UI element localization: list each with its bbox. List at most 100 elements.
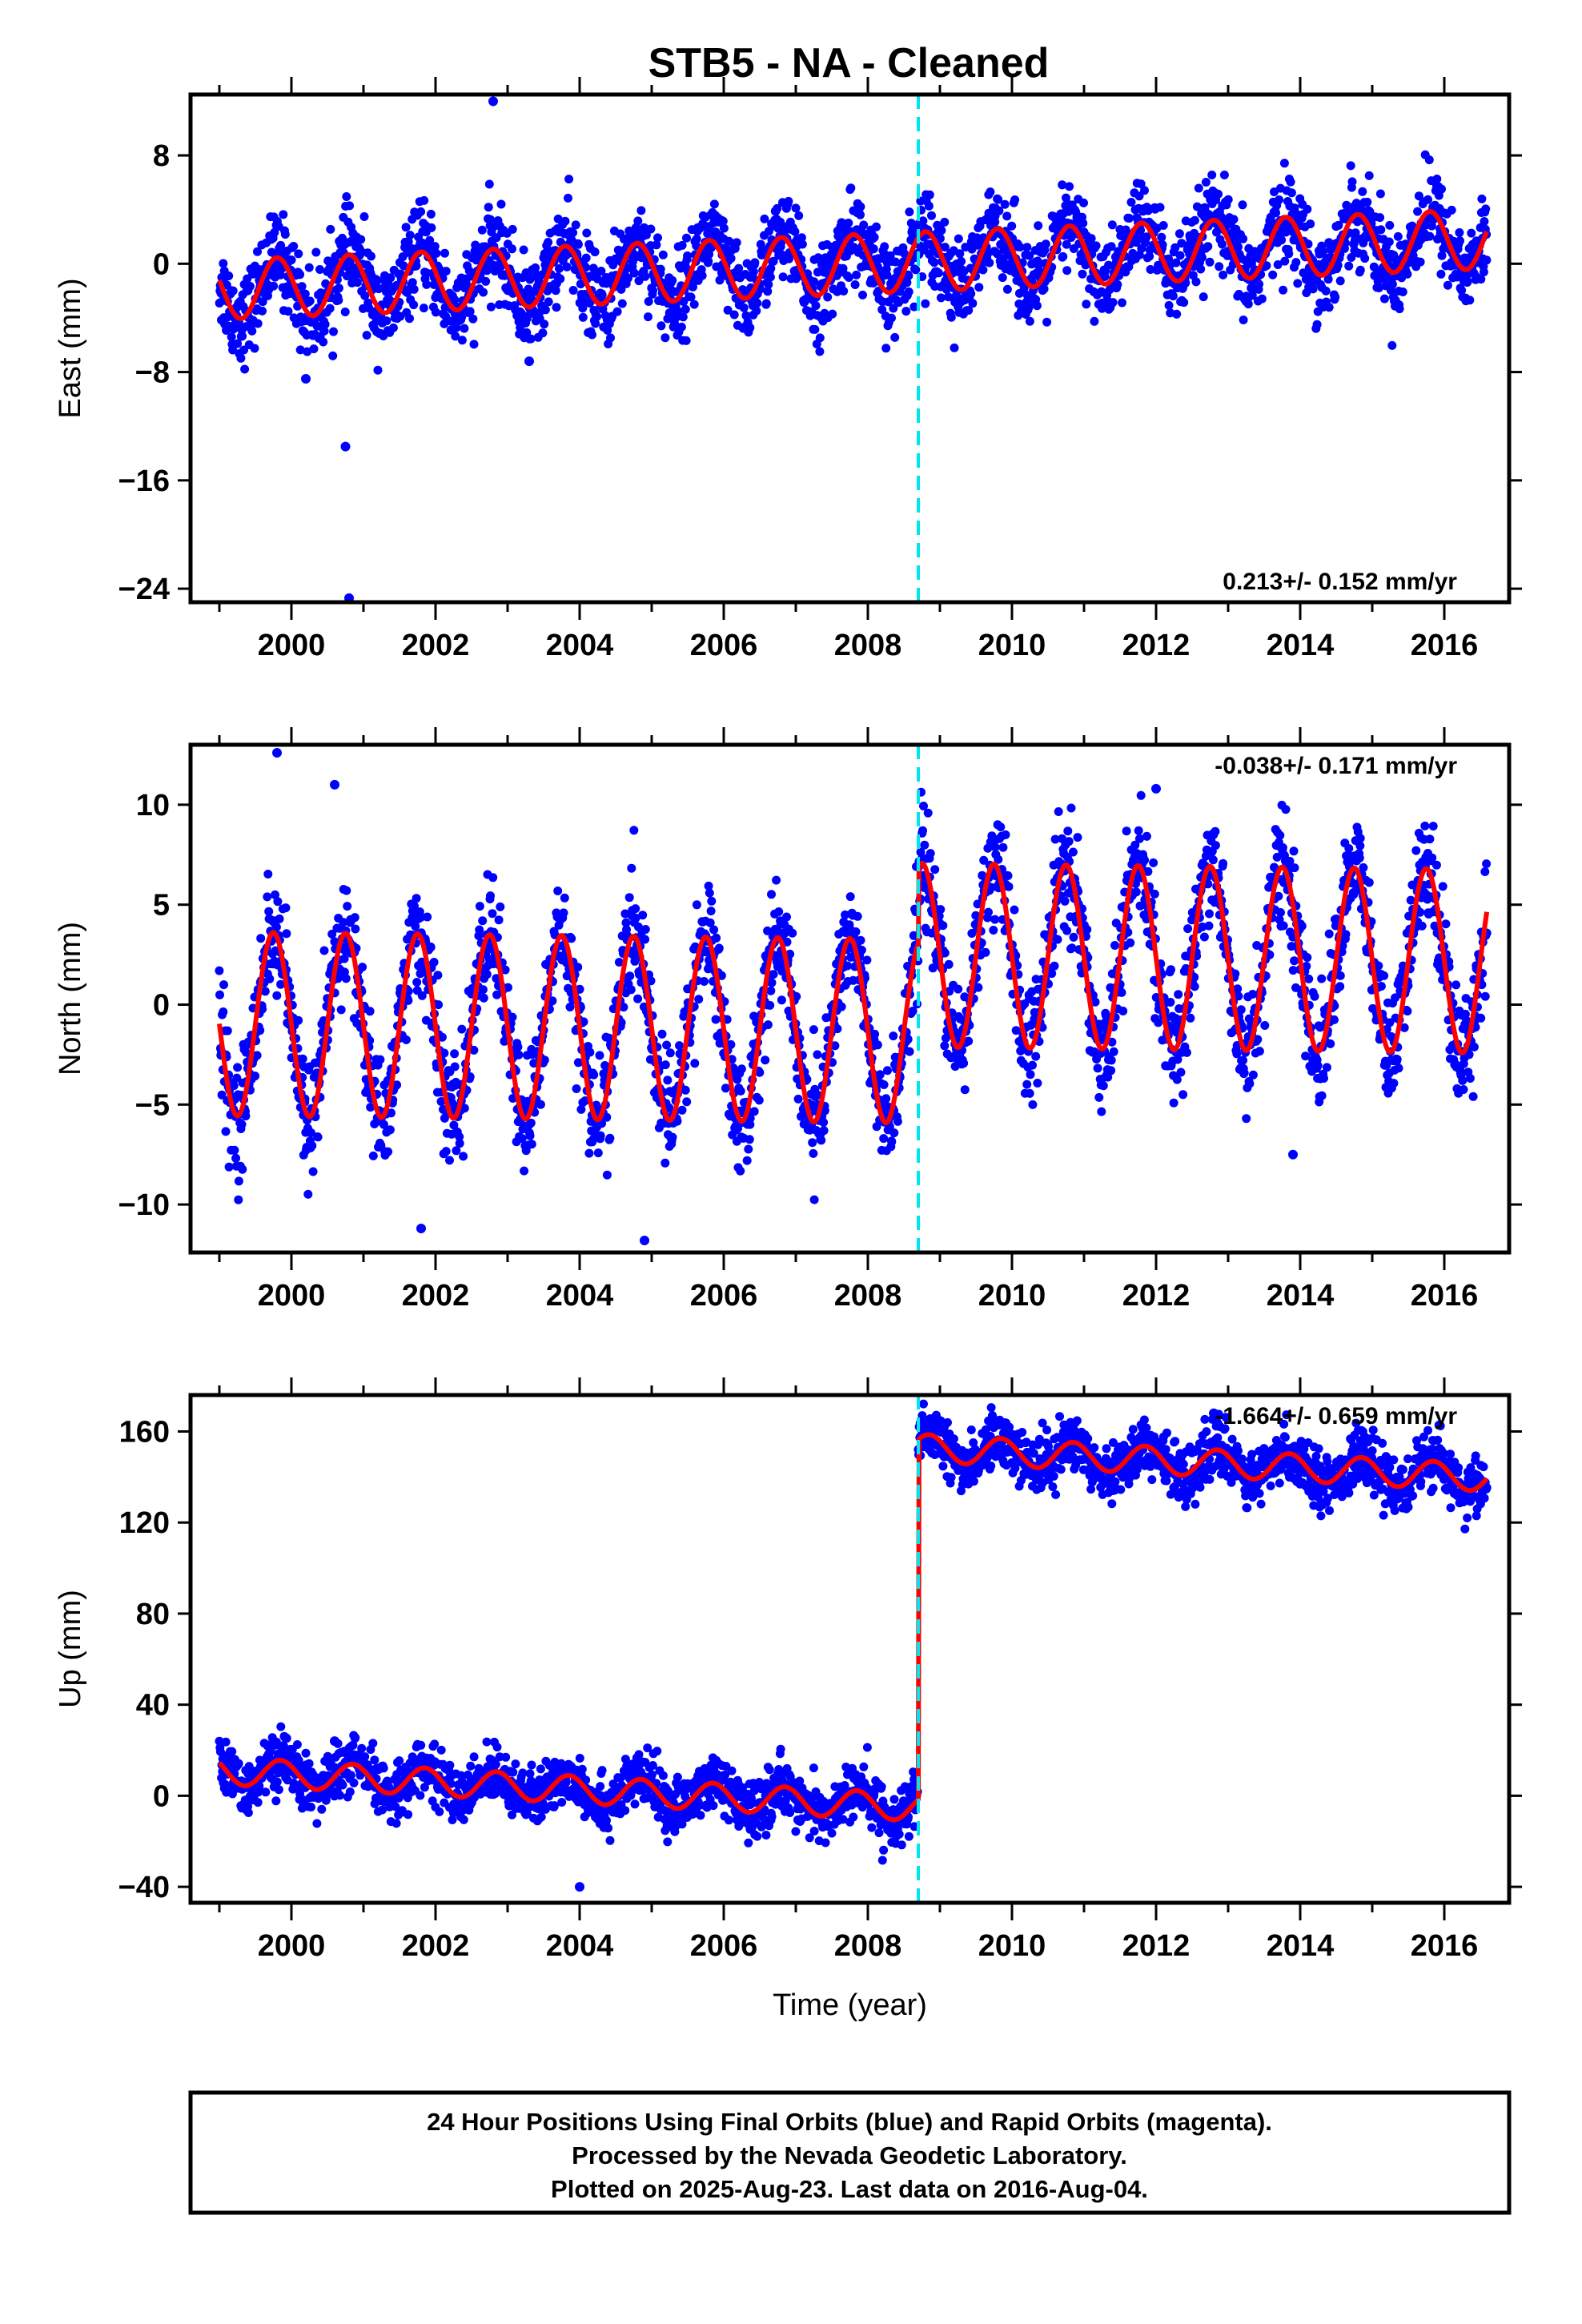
data-point [1146, 265, 1155, 274]
data-point [1158, 221, 1168, 230]
data-point [754, 1096, 764, 1105]
data-point [1106, 1055, 1116, 1065]
data-point [385, 1125, 395, 1135]
data-point [1104, 260, 1114, 270]
data-point [1140, 855, 1150, 865]
data-point [452, 323, 461, 332]
data-point [416, 913, 426, 922]
data-point [870, 1029, 880, 1039]
data-point [1436, 269, 1446, 279]
data-point [990, 915, 1000, 924]
data-point [1277, 235, 1287, 245]
data-point [1199, 932, 1209, 942]
data-point [1183, 924, 1193, 934]
data-point [721, 1084, 730, 1093]
x-tick-label: 2004 [546, 629, 614, 662]
data-point [1432, 175, 1442, 183]
data-point [1211, 826, 1220, 836]
data-point [300, 289, 310, 299]
data-point [1303, 953, 1312, 963]
data-point [881, 344, 891, 353]
data-point [820, 1106, 829, 1116]
data-point [1118, 1007, 1128, 1015]
data-point [217, 1090, 227, 1100]
data-point [559, 908, 568, 918]
data-point [869, 244, 878, 254]
data-point [681, 1085, 690, 1095]
data-point [788, 928, 797, 938]
x-tick-label: 2010 [978, 629, 1046, 662]
data-point [1243, 300, 1253, 309]
data-point [938, 921, 948, 931]
data-point [1304, 974, 1314, 983]
data-point [981, 947, 990, 957]
data-point [560, 216, 570, 226]
data-point [968, 299, 978, 308]
data-point [452, 1146, 461, 1156]
data-point [960, 1085, 970, 1095]
data-point [1457, 286, 1467, 295]
data-point [445, 1156, 454, 1165]
data-point [237, 1120, 247, 1129]
data-point [401, 223, 411, 232]
data-point [255, 1026, 265, 1035]
data-point [944, 292, 953, 302]
data-point [819, 1118, 829, 1127]
data-point [1279, 921, 1288, 931]
data-point [303, 347, 312, 356]
data-point [683, 251, 693, 260]
data-point [596, 1131, 605, 1140]
data-point [1437, 184, 1446, 194]
data-point [1276, 908, 1285, 917]
data-point [656, 264, 665, 274]
data-point [1223, 195, 1233, 204]
data-point [893, 1116, 902, 1126]
data-point [526, 334, 536, 344]
data-point [351, 924, 360, 934]
data-point [819, 1126, 829, 1136]
data-point [1062, 239, 1071, 249]
data-point [1239, 1068, 1249, 1078]
data-point [548, 996, 557, 1006]
data-point [692, 234, 701, 243]
data-point [809, 1025, 818, 1035]
data-point [1467, 228, 1476, 238]
data-point [851, 927, 861, 936]
data-point [709, 925, 719, 935]
data-point [1093, 1063, 1102, 1073]
data-point [719, 223, 729, 233]
data-point [677, 322, 686, 332]
data-point [457, 1024, 467, 1034]
data-point [1312, 320, 1322, 329]
data-point [1034, 221, 1043, 231]
data-point [862, 955, 872, 965]
data-point [726, 254, 736, 263]
data-point [815, 333, 825, 343]
data-point [1108, 298, 1118, 308]
data-point [422, 279, 432, 289]
data-point [732, 238, 741, 247]
data-point [1268, 270, 1278, 279]
data-point [930, 865, 940, 875]
data-point [662, 1040, 672, 1050]
data-point [247, 326, 257, 336]
data-point [1106, 242, 1116, 251]
data-point [745, 1114, 755, 1124]
data-point [540, 1055, 549, 1065]
data-point [658, 250, 668, 259]
data-point [522, 314, 532, 324]
data-point [408, 278, 417, 287]
data-point [1039, 284, 1049, 294]
x-tick-label: 2006 [690, 629, 758, 662]
data-point [494, 915, 504, 925]
data-point [1026, 1070, 1035, 1080]
data-point [1033, 1079, 1042, 1088]
data-point [1002, 284, 1012, 294]
data-point [612, 307, 622, 316]
data-point [1109, 1047, 1118, 1056]
data-point [830, 1041, 840, 1051]
data-point [478, 985, 488, 995]
model-fit-line [217, 209, 1489, 321]
data-point [678, 312, 688, 322]
data-point [581, 253, 591, 263]
